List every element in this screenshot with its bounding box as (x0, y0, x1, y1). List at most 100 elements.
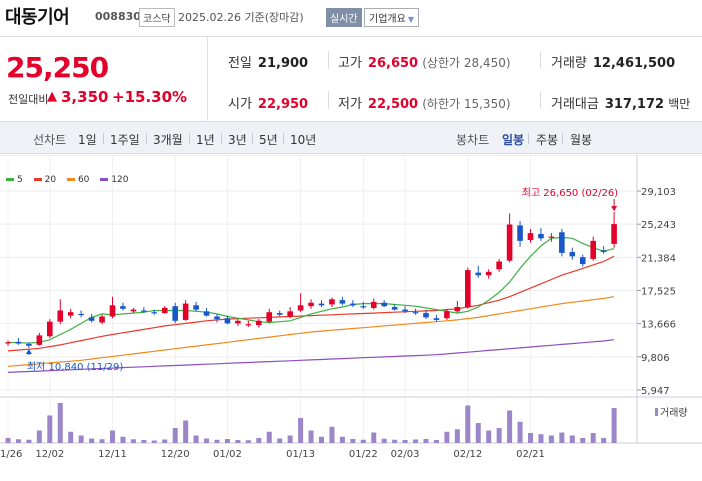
realtime-button[interactable]: 실시간 (326, 8, 362, 27)
volume-bar (601, 438, 607, 443)
upper-limit: (상한가 28,450) (422, 56, 511, 70)
change-value: 3,350 (61, 88, 109, 106)
volume-bar (141, 440, 147, 443)
period-bar: 선차트 1일 1주일 3개월 1년 3년 5년 10년 봉차트 일봉 주봉 월봉 (0, 122, 702, 154)
candle-body (370, 301, 377, 308)
candle-weekly[interactable]: 주봉 (536, 133, 559, 147)
x-tick-label: 02/03 (391, 449, 420, 460)
volume-bar (611, 408, 617, 443)
legend-ma5: 5 (6, 175, 23, 185)
candle-body (297, 305, 304, 311)
volume-bar (204, 438, 210, 443)
amount-unit: 백만 (668, 97, 691, 111)
candle-body (559, 232, 565, 253)
volume-bar (235, 440, 241, 443)
period-1d[interactable]: 1일 (78, 133, 97, 147)
volume-bar (402, 440, 408, 443)
candle-body (224, 318, 231, 324)
volume-bar (172, 428, 178, 443)
low-label: 저가 (338, 97, 362, 112)
low-annotation: 최저 10,840 (11/29) (27, 361, 123, 373)
high-cell: 고가 26,650 (상한가 28,450) (338, 52, 511, 71)
period-10y[interactable]: 10년 (290, 133, 317, 147)
open-label: 시가 (228, 97, 252, 112)
candle-body (235, 320, 241, 324)
candle-body (214, 316, 220, 320)
volume-bar (486, 430, 492, 443)
divider (562, 133, 563, 144)
legend-swatch (6, 178, 14, 181)
ma60-line (7, 296, 615, 367)
volume-bar (5, 438, 11, 443)
candle-body (318, 303, 325, 306)
y-tick-label: 17,525 (641, 287, 676, 298)
volume-value: 12,461,500 (592, 56, 676, 71)
x-tick-label: 01/13 (286, 449, 315, 460)
volume-bar (298, 418, 304, 443)
candle-body (475, 272, 482, 276)
x-tick-label: 02/21 (516, 449, 545, 460)
market-badge: 코스닥 (139, 8, 175, 27)
candle-daily[interactable]: 일봉 (502, 133, 525, 147)
company-info-button[interactable]: 기업개요 ▼ (364, 8, 419, 27)
volume-bar (559, 432, 565, 443)
volume-bar (99, 439, 105, 443)
volume-bar (15, 439, 21, 443)
candle-body (611, 224, 617, 244)
candle-body (517, 225, 523, 241)
y-tick-label: 29,103 (641, 187, 676, 198)
chart-canvas: 29,103 25,243 21,384 17,525 13,666 9,806 5,947… (0, 155, 702, 460)
candle-body (182, 303, 189, 320)
y-tick-label: 9,806 (641, 353, 670, 364)
volume-bar (110, 430, 115, 443)
legend-swatch (66, 178, 75, 181)
volume-legend-label: 거래량 (660, 407, 688, 419)
period-3y[interactable]: 3년 (228, 133, 247, 147)
candle-body (109, 305, 116, 317)
candle-body (538, 233, 544, 239)
volume-bar (507, 410, 513, 443)
low-value: 22,500 (367, 97, 419, 112)
volume-bar (496, 428, 502, 443)
volume-bar (319, 436, 324, 443)
candle-body (579, 257, 586, 265)
candle-body (245, 324, 252, 326)
volume-bar (162, 439, 168, 443)
up-arrow-icon: ▲ (47, 89, 57, 104)
amount-label: 거래대금 (551, 97, 599, 112)
legend-ma20: 20 (33, 175, 56, 185)
candle-body (433, 318, 440, 320)
legend-ma120: 120 (100, 175, 128, 185)
volume-bar (475, 423, 481, 443)
divider (146, 133, 147, 144)
high-annotation: 최고 26,650 (02/26) (522, 187, 618, 199)
candle-body (88, 317, 95, 321)
volume-bar (224, 439, 230, 443)
divider (328, 51, 329, 69)
candle-body (569, 252, 576, 257)
volume-bar (569, 435, 575, 443)
x-tick-label: 11/26 (0, 449, 22, 460)
ma20-line (7, 255, 615, 352)
volume-bar (308, 430, 314, 443)
volume-bar (214, 439, 220, 443)
candle-body (99, 316, 105, 323)
candle-body (444, 311, 450, 319)
title-bar: 대동기어 008830 코스닥 2025.02.26 기준(장마감) 실시간 기… (0, 0, 702, 34)
volume-bar (256, 438, 262, 443)
candle-monthly[interactable]: 월봉 (570, 133, 593, 147)
volume-bar (57, 403, 63, 443)
legend-ma60-label: 60 (77, 175, 90, 185)
x-tick-label: 02/12 (453, 449, 482, 460)
candle-body (57, 310, 64, 322)
period-3m[interactable]: 3개월 (153, 133, 183, 147)
period-5y[interactable]: 5년 (259, 133, 278, 147)
volume-bar (465, 405, 471, 443)
period-1y[interactable]: 1년 (196, 133, 215, 147)
candle-body (506, 224, 513, 261)
volume-bar (130, 439, 136, 443)
volume-bar (360, 439, 366, 443)
candle-body (308, 302, 314, 307)
period-1w[interactable]: 1주일 (110, 133, 140, 147)
legend-swatch (100, 178, 109, 181)
